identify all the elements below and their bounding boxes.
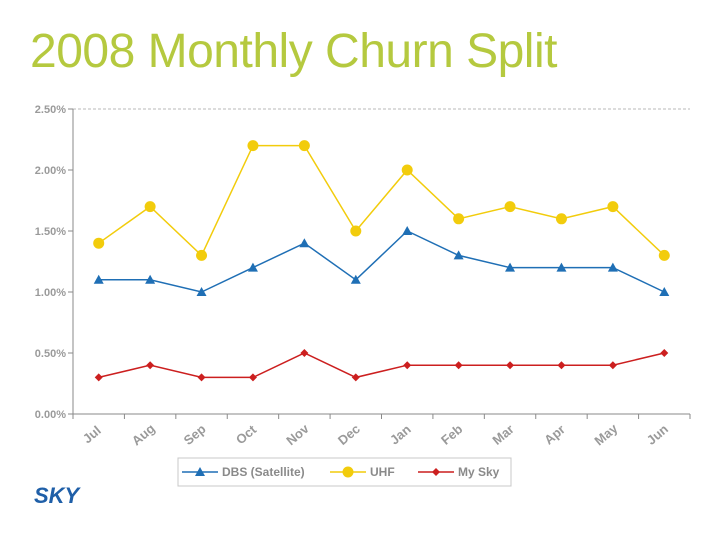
x-tick-label: Feb <box>438 421 465 447</box>
data-point-triangle <box>350 274 361 284</box>
sky-logo: SKY <box>34 483 82 508</box>
x-tick-label: Jul <box>80 423 104 447</box>
data-point-circle <box>350 225 362 237</box>
chart-legend: DBS (Satellite) UHF My Sky <box>177 457 512 487</box>
legend-marker-diamond <box>432 468 440 476</box>
data-point-diamond <box>660 349 669 357</box>
y-tick-label: 1.50% <box>35 226 66 238</box>
data-point-diamond <box>403 361 412 370</box>
x-tick-label: Mar <box>489 421 516 447</box>
data-point-triangle <box>299 238 310 248</box>
data-point-circle <box>658 249 670 261</box>
data-point-triangle <box>556 262 567 272</box>
x-tick-label: May <box>591 420 621 448</box>
data-point-circle <box>401 164 413 176</box>
data-point-triangle <box>145 274 156 284</box>
data-point-triangle <box>505 262 516 272</box>
data-point-triangle <box>659 287 670 296</box>
x-axis-ticks: Jul Aug Sep Oct Nov Dec Jan Feb Mar Apr May Jun <box>72 414 691 449</box>
data-point-circle <box>298 140 310 152</box>
data-point-diamond <box>146 361 155 370</box>
series-line <box>98 144 665 257</box>
data-point-diamond <box>557 361 566 370</box>
legend-label: UHF <box>370 465 395 479</box>
data-point-diamond <box>351 373 360 382</box>
x-tick-label: Dec <box>335 421 363 448</box>
data-point-diamond <box>197 373 206 382</box>
x-tick-label: Jan <box>387 422 414 448</box>
x-tick-label: Jun <box>644 421 671 447</box>
data-point-circle <box>504 201 516 213</box>
data-point-circle <box>555 213 567 225</box>
data-point-circle <box>93 237 105 249</box>
data-point-triangle <box>247 262 258 272</box>
sky-logo-text: SKY <box>34 483 82 508</box>
data-point-diamond <box>248 373 257 382</box>
y-tick-label: 1.00% <box>35 287 66 299</box>
x-tick-label: Oct <box>233 421 260 447</box>
data-point-triangle <box>453 250 464 260</box>
series-1 <box>93 140 670 261</box>
y-tick-label: 0.50% <box>35 348 66 360</box>
y-tick-label: 2.00% <box>35 165 66 177</box>
data-point-diamond <box>506 361 515 370</box>
x-tick-label: Aug <box>129 421 158 449</box>
legend-entry: DBS (Satellite) <box>182 465 305 479</box>
series-2 <box>94 349 669 382</box>
legend-label: My Sky <box>458 465 500 479</box>
legend-marker-circle <box>342 466 354 478</box>
data-point-circle <box>453 213 465 225</box>
data-point-diamond <box>608 361 617 370</box>
x-tick-label: Nov <box>283 420 312 448</box>
x-tick-label: Sep <box>181 421 209 448</box>
legend-entry: UHF <box>330 465 395 479</box>
legend-label: DBS (Satellite) <box>222 465 305 479</box>
data-point-diamond <box>454 361 463 370</box>
chart-series <box>93 140 670 382</box>
data-point-triangle <box>402 226 413 235</box>
x-tick-label: Apr <box>541 422 568 448</box>
legend-marker-triangle <box>195 467 205 476</box>
page-title: 2008 Monthly Churn Split <box>30 25 557 78</box>
series-line <box>98 230 665 293</box>
series-line <box>98 352 665 379</box>
legend-entry: My Sky <box>418 465 500 479</box>
data-point-circle <box>144 201 156 213</box>
y-tick-label: 2.50% <box>35 104 66 116</box>
y-axis-ticks: 0.00% 0.50% 1.00% 1.50% 2.00% 2.50% <box>35 104 73 421</box>
data-point-diamond <box>94 373 103 382</box>
data-point-triangle <box>607 262 618 272</box>
data-point-diamond <box>300 349 309 357</box>
data-point-triangle <box>196 287 207 296</box>
data-point-circle <box>247 140 259 152</box>
series-0 <box>93 226 670 296</box>
data-point-triangle <box>93 274 104 284</box>
data-point-circle <box>196 249 208 261</box>
data-point-circle <box>607 201 619 213</box>
y-tick-label: 0.00% <box>35 409 66 421</box>
